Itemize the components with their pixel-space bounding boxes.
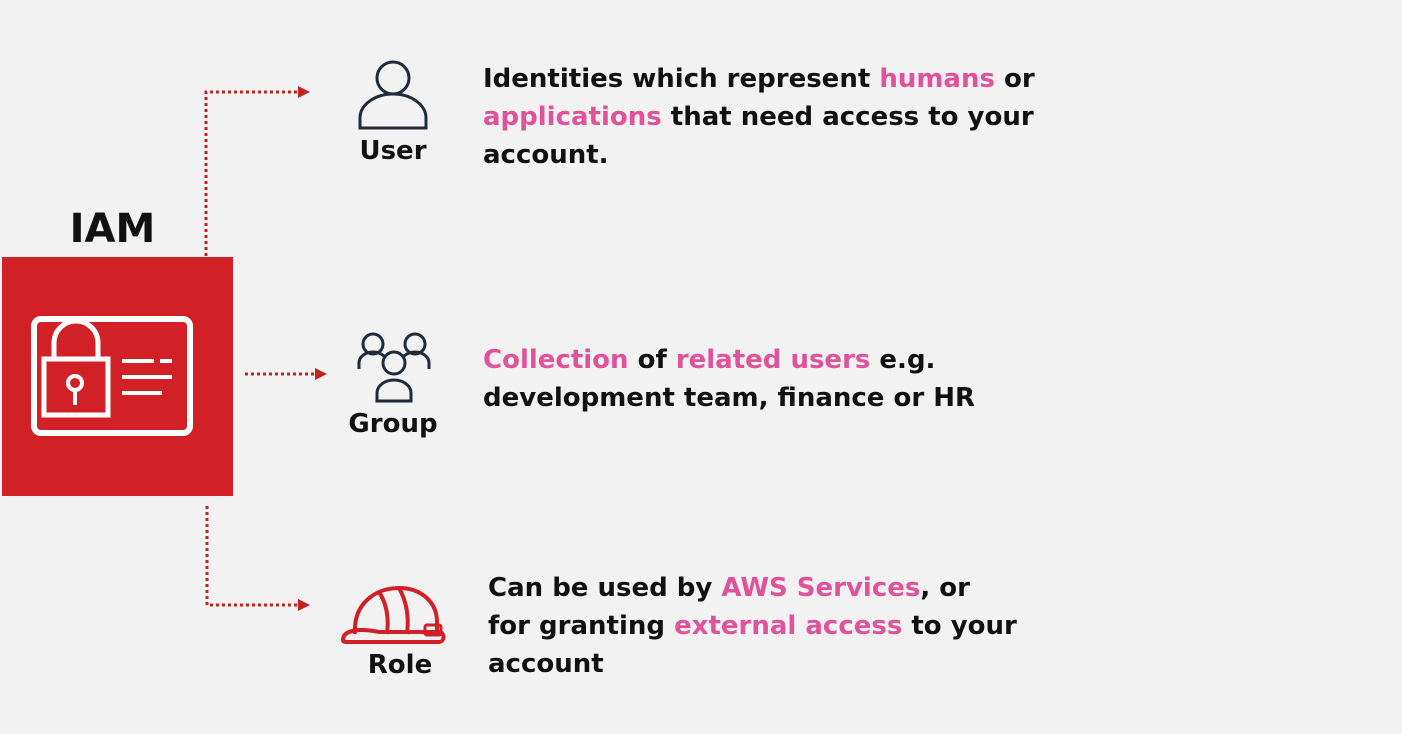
description-text: Identities which represent [483,64,880,94]
highlight-text: applications [483,102,662,132]
description-text: e.g. development team, finance or HR [483,345,976,413]
description-text: that need access to your account. [483,102,1034,170]
description-text: of [628,345,676,375]
user-description: Identities which represent humans or app… [483,60,1043,174]
arrowhead-user [298,86,310,98]
role-description: Can be used by AWS Services, or for gran… [488,569,1018,683]
highlight-text: AWS Services [721,573,921,603]
highlight-text: external access [674,611,903,641]
description-text: or [994,64,1035,94]
arrowhead-role [298,599,310,611]
arrowhead-group [315,368,327,380]
description-text: , or for granting [488,573,970,641]
description-text: to your account [488,611,1017,679]
user-icon [358,60,428,130]
highlight-text: related users [675,345,871,375]
user-label: User [359,136,427,166]
group-description: Collection of related users e.g. develop… [483,341,1003,417]
arrow-to-role [205,506,300,607]
highlight-text: humans [879,64,995,94]
role-label: Role [367,650,433,680]
iam-service-box [2,257,233,496]
group-label: Group [348,409,438,439]
id-card-lock-icon [31,316,193,436]
highlight-text: Collection [483,345,629,375]
arrow-to-user [204,90,300,256]
hard-hat-icon [340,585,446,644]
iam-title: IAM [69,206,156,252]
description-text: Can be used by [488,573,722,603]
group-icon [357,332,431,403]
